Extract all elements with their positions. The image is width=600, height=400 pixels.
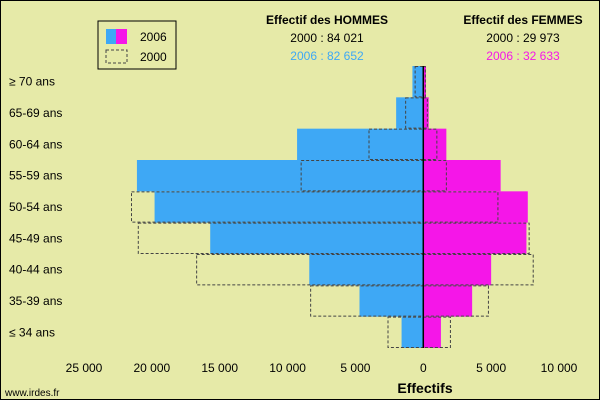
bar-women-2006 xyxy=(423,97,429,129)
category-label: 50-54 ans xyxy=(9,200,62,214)
bar-women-2006 xyxy=(423,160,501,192)
legend-label-2000: 2000 xyxy=(140,50,167,64)
women-header-2006: 2006 : 32 633 xyxy=(486,49,560,63)
bar-women-2006 xyxy=(423,66,426,98)
category-label: 65-69 ans xyxy=(9,106,62,120)
bar-men-2006 xyxy=(401,316,424,348)
x-tick-label: 5 000 xyxy=(476,361,506,375)
category-label: 35-39 ans xyxy=(9,294,62,308)
x-tick-label: 15 000 xyxy=(201,361,238,375)
bar-men-2000 xyxy=(414,66,424,98)
x-tick-label: 20 000 xyxy=(134,361,171,375)
bar-women-2000 xyxy=(422,316,451,348)
bar-women-2006 xyxy=(423,222,527,254)
x-axis-tick-labels: 25 000 20 000 15 000 10 000 5 000 0 5 000 10 00… xyxy=(66,361,578,375)
bar-women-2006 xyxy=(423,285,473,317)
bar-men-2006 xyxy=(210,222,424,254)
bars-2006 xyxy=(136,66,528,348)
x-tick-label: 25 000 xyxy=(66,361,103,375)
bar-men-2006 xyxy=(359,285,424,317)
bar-men-2006 xyxy=(309,254,424,286)
category-label: ≤ 34 ans xyxy=(9,325,55,339)
legend-box xyxy=(97,20,177,70)
women-header-2000: 2000 : 29 973 xyxy=(486,31,560,45)
category-label: ≥ 70 ans xyxy=(9,75,55,89)
bar-women-2000 xyxy=(422,191,499,223)
bar-women-2006 xyxy=(423,128,447,160)
bar-men-2006 xyxy=(412,66,424,98)
legend-swatch-2006-men xyxy=(106,29,116,44)
bar-women-2006 xyxy=(423,191,528,223)
legend-swatch-2006-women xyxy=(116,29,127,44)
bar-men-2006 xyxy=(154,191,424,223)
category-label: 40-44 ans xyxy=(9,263,62,277)
x-tick-label: 10 000 xyxy=(269,361,306,375)
category-label: 60-64 ans xyxy=(9,137,62,151)
bar-women-2006 xyxy=(423,316,441,348)
bars-2000 xyxy=(131,66,534,348)
bar-men-2006 xyxy=(136,160,424,192)
bar-women-2000 xyxy=(422,97,428,129)
legend-label-2006: 2006 xyxy=(140,30,167,44)
bar-women-2000 xyxy=(422,66,426,98)
legend: 2006 2000 xyxy=(97,20,177,70)
bar-men-2006 xyxy=(396,97,424,129)
x-tick-label: 10 000 xyxy=(541,361,578,375)
bar-women-2006 xyxy=(423,254,492,286)
x-axis-label: Effectifs xyxy=(397,380,452,396)
bar-men-2000 xyxy=(368,128,424,161)
men-header-2006: 2006 : 82 652 xyxy=(290,49,364,63)
category-labels: ≥ 70 ans 65-69 ans 60-64 ans 55-59 ans 50-54… xyxy=(9,75,62,340)
bar-men-2006 xyxy=(297,128,424,160)
men-header-2000: 2000 : 84 021 xyxy=(290,31,364,45)
source-label: www.irdes.fr xyxy=(4,388,60,399)
category-label: 55-59 ans xyxy=(9,169,62,183)
x-tick-label: 0 xyxy=(420,361,427,375)
men-header-title: Effectif des HOMMES xyxy=(266,13,388,27)
women-header-title: Effectif des FEMMES xyxy=(463,13,582,27)
legend-swatch-2000 xyxy=(105,49,128,64)
category-label: 45-49 ans xyxy=(9,231,62,245)
x-tick-label: 5 000 xyxy=(340,361,370,375)
